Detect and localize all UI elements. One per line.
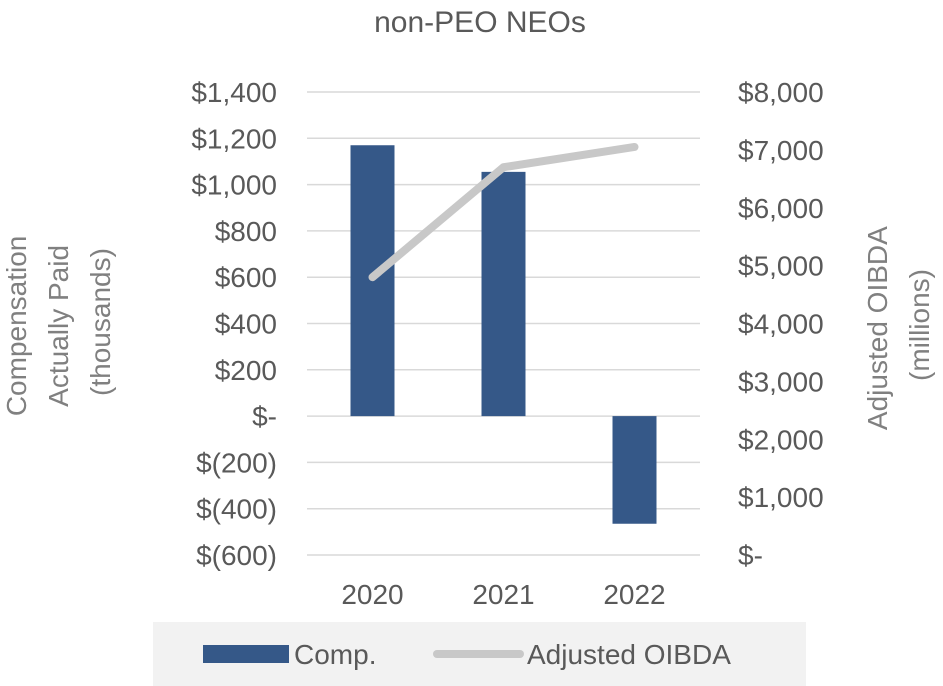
bar-2022	[612, 416, 657, 524]
right-tick-label-8: $-	[738, 540, 763, 571]
right-tick-label-4: $4,000	[738, 309, 824, 340]
oibda-line-layer	[368, 142, 639, 282]
left-tick-label-10: $(600)	[196, 540, 277, 571]
legend-swatch-comp	[203, 645, 289, 663]
left-axis-label-line-1: Compensation	[1, 236, 32, 417]
right-tick-label-5: $3,000	[738, 366, 824, 397]
right-tick-label-3: $5,000	[738, 251, 824, 282]
right-tick-label-7: $1,000	[738, 482, 824, 513]
left-axis-label-line-2: Actually Paid	[43, 245, 74, 407]
left-tick-label-1: $1,200	[191, 123, 277, 154]
legend-label-comp: Comp.	[294, 639, 376, 670]
right-tick-label-2: $6,000	[738, 193, 824, 224]
x-axis-ticks: 2020 2021 2022	[341, 579, 665, 610]
left-tick-label-3: $800	[215, 216, 277, 247]
left-axis-label-line-3: (thousands)	[85, 248, 116, 396]
right-axis-label-line-2: (millions)	[904, 269, 935, 381]
left-tick-label-8: $(200)	[196, 447, 277, 478]
left-axis-ticks: $1,400 $1,200 $1,000 $800 $600 $400 $200 $- $(20…	[191, 77, 277, 571]
oibda-line	[368, 142, 639, 282]
left-tick-label-4: $600	[215, 262, 277, 293]
bar-2021	[481, 171, 526, 417]
right-axis-label-line-1: Adjusted OIBDA	[862, 226, 893, 430]
comp-bars	[350, 145, 657, 524]
x-tick-label-2021: 2021	[472, 579, 534, 610]
right-tick-label-1: $7,000	[738, 135, 824, 166]
right-tick-label-0: $8,000	[738, 77, 824, 108]
left-tick-label-7: $-	[252, 401, 277, 432]
legend: Comp. Adjusted OIBDA	[153, 622, 806, 686]
left-axis-label: Compensation Actually Paid (thousands)	[1, 228, 116, 416]
right-axis-label: Adjusted OIBDA (millions)	[862, 220, 935, 430]
x-tick-label-2022: 2022	[603, 579, 665, 610]
left-tick-label-9: $(400)	[196, 494, 277, 525]
left-tick-label-5: $400	[215, 309, 277, 340]
legend-label-oibda: Adjusted OIBDA	[527, 639, 731, 670]
left-tick-label-2: $1,000	[191, 170, 277, 201]
x-tick-label-2020: 2020	[341, 579, 403, 610]
left-tick-label-6: $200	[215, 355, 277, 386]
left-tick-label-0: $1,400	[191, 77, 277, 108]
right-axis-ticks: $8,000 $7,000 $6,000 $5,000 $4,000 $3,000 $2,0…	[738, 77, 824, 571]
chart-title: non-PEO NEOs	[374, 6, 586, 39]
right-tick-label-6: $2,000	[738, 424, 824, 455]
